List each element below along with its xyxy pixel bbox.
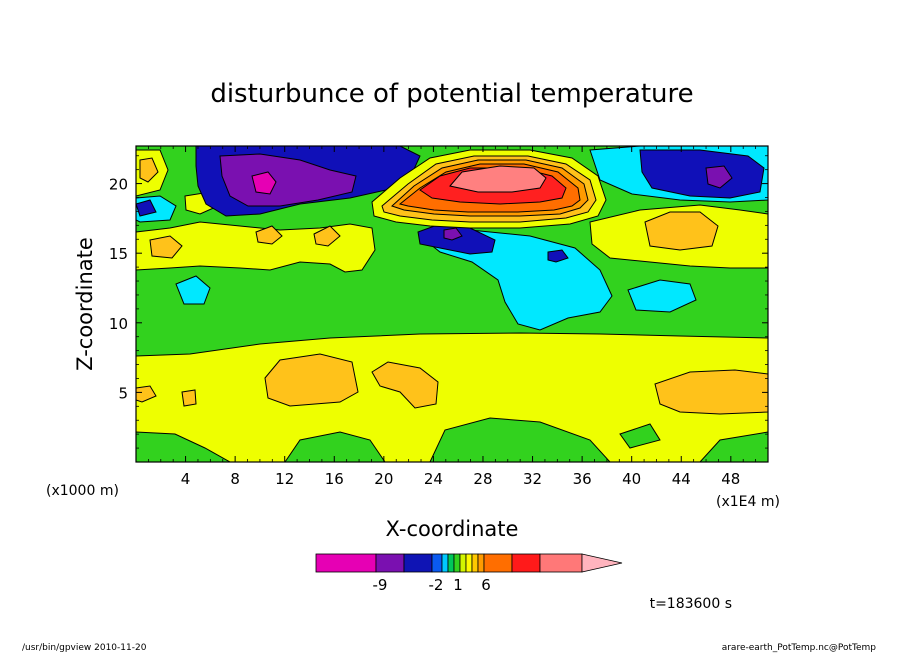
region-pink bbox=[449, 165, 547, 193]
x-tick-label: 12 bbox=[275, 470, 294, 488]
colorbar-bin bbox=[441, 553, 449, 573]
y-tick-label: 10 bbox=[109, 315, 128, 333]
region-purple-right bbox=[705, 165, 733, 189]
x-tick-label: 32 bbox=[523, 470, 542, 488]
colorbar-bin bbox=[315, 553, 377, 573]
region-cyan-small bbox=[175, 275, 211, 305]
footer-right: arare-earth_PotTemp.nc@PotTemp bbox=[722, 643, 877, 653]
region-orange-top-left bbox=[139, 157, 159, 183]
colorbar-bin bbox=[375, 553, 405, 573]
x-tick-label: 24 bbox=[424, 470, 443, 488]
colorbar-bin bbox=[483, 553, 513, 573]
region-cyan-right bbox=[627, 279, 697, 313]
region-magenta bbox=[251, 171, 277, 195]
region-green-bottom-center bbox=[429, 417, 611, 462]
colorbar-bin bbox=[447, 553, 455, 573]
colorbar-bin bbox=[431, 553, 443, 573]
x-axis-ticks: 4 8 12 16 20 24 28 32 36 40 44 48 bbox=[147, 146, 757, 488]
colorbar-arrow bbox=[581, 553, 623, 573]
x-tick-label: 20 bbox=[374, 470, 393, 488]
region-purple-small bbox=[443, 227, 463, 241]
region-orange-upper-c bbox=[313, 225, 341, 247]
y-axis-label: Z-coordinate bbox=[73, 237, 97, 371]
colorbar-label: -9 bbox=[373, 576, 388, 594]
x-tick-label: 28 bbox=[473, 470, 492, 488]
y-axis-ticks: 5 10 15 20 bbox=[109, 155, 768, 449]
x-unit-right: (x1E4 m) bbox=[716, 494, 780, 510]
footer-left: /usr/bin/gpview 2010-11-20 bbox=[22, 643, 147, 653]
y-tick-label: 20 bbox=[109, 176, 128, 194]
colorbar-bin bbox=[465, 553, 473, 573]
x-tick-label: 44 bbox=[672, 470, 691, 488]
colorbar-label: -2 bbox=[429, 576, 444, 594]
x-tick-label: 36 bbox=[573, 470, 592, 488]
contour-field bbox=[136, 146, 768, 462]
colorbar: -9 -2 1 6 bbox=[315, 553, 623, 594]
y-tick-label: 5 bbox=[118, 384, 128, 402]
x-unit-left: (x1000 m) bbox=[46, 483, 119, 499]
colorbar-bin bbox=[471, 553, 479, 573]
colorbar-bin bbox=[403, 553, 433, 573]
region-orange-b bbox=[371, 361, 439, 409]
region-blue-left-edge bbox=[136, 199, 157, 217]
x-tick-label: 16 bbox=[325, 470, 344, 488]
region-orange-upper-b bbox=[255, 225, 283, 245]
colorbar-bin bbox=[459, 553, 467, 573]
region-orange-e bbox=[181, 389, 197, 407]
region-green-bottom-mid bbox=[284, 431, 386, 462]
region-green-bottom-right bbox=[619, 423, 661, 449]
region-green-bottom-left bbox=[136, 431, 232, 462]
x-tick-label: 40 bbox=[622, 470, 641, 488]
x-tick-label: 4 bbox=[181, 470, 191, 488]
colorbar-bin bbox=[511, 553, 541, 573]
region-orange-upper-a bbox=[149, 235, 183, 259]
region-orange-upper-d bbox=[644, 211, 719, 251]
region-blue-small bbox=[547, 249, 569, 263]
y-tick-label: 15 bbox=[109, 245, 128, 263]
colorbar-bin bbox=[477, 553, 485, 573]
x-tick-label: 48 bbox=[721, 470, 740, 488]
colorbar-bin bbox=[539, 553, 583, 573]
region-blue-top-right bbox=[639, 149, 765, 199]
region-purple-left bbox=[219, 153, 357, 207]
chart-title: disturbunce of potential temperature bbox=[210, 79, 693, 109]
colorbar-label: 1 bbox=[453, 576, 463, 594]
region-green-bottom-far-right bbox=[699, 431, 768, 462]
colorbar-label: 6 bbox=[481, 576, 491, 594]
x-axis-label: X-coordinate bbox=[386, 517, 519, 541]
x-tick-label: 8 bbox=[230, 470, 240, 488]
region-orange-a bbox=[264, 353, 359, 407]
plot-frame bbox=[135, 145, 769, 463]
time-label: t=183600 s bbox=[650, 596, 732, 612]
region-orange-d bbox=[136, 385, 157, 403]
region-orange-c bbox=[654, 369, 768, 415]
colorbar-bin bbox=[453, 553, 461, 573]
